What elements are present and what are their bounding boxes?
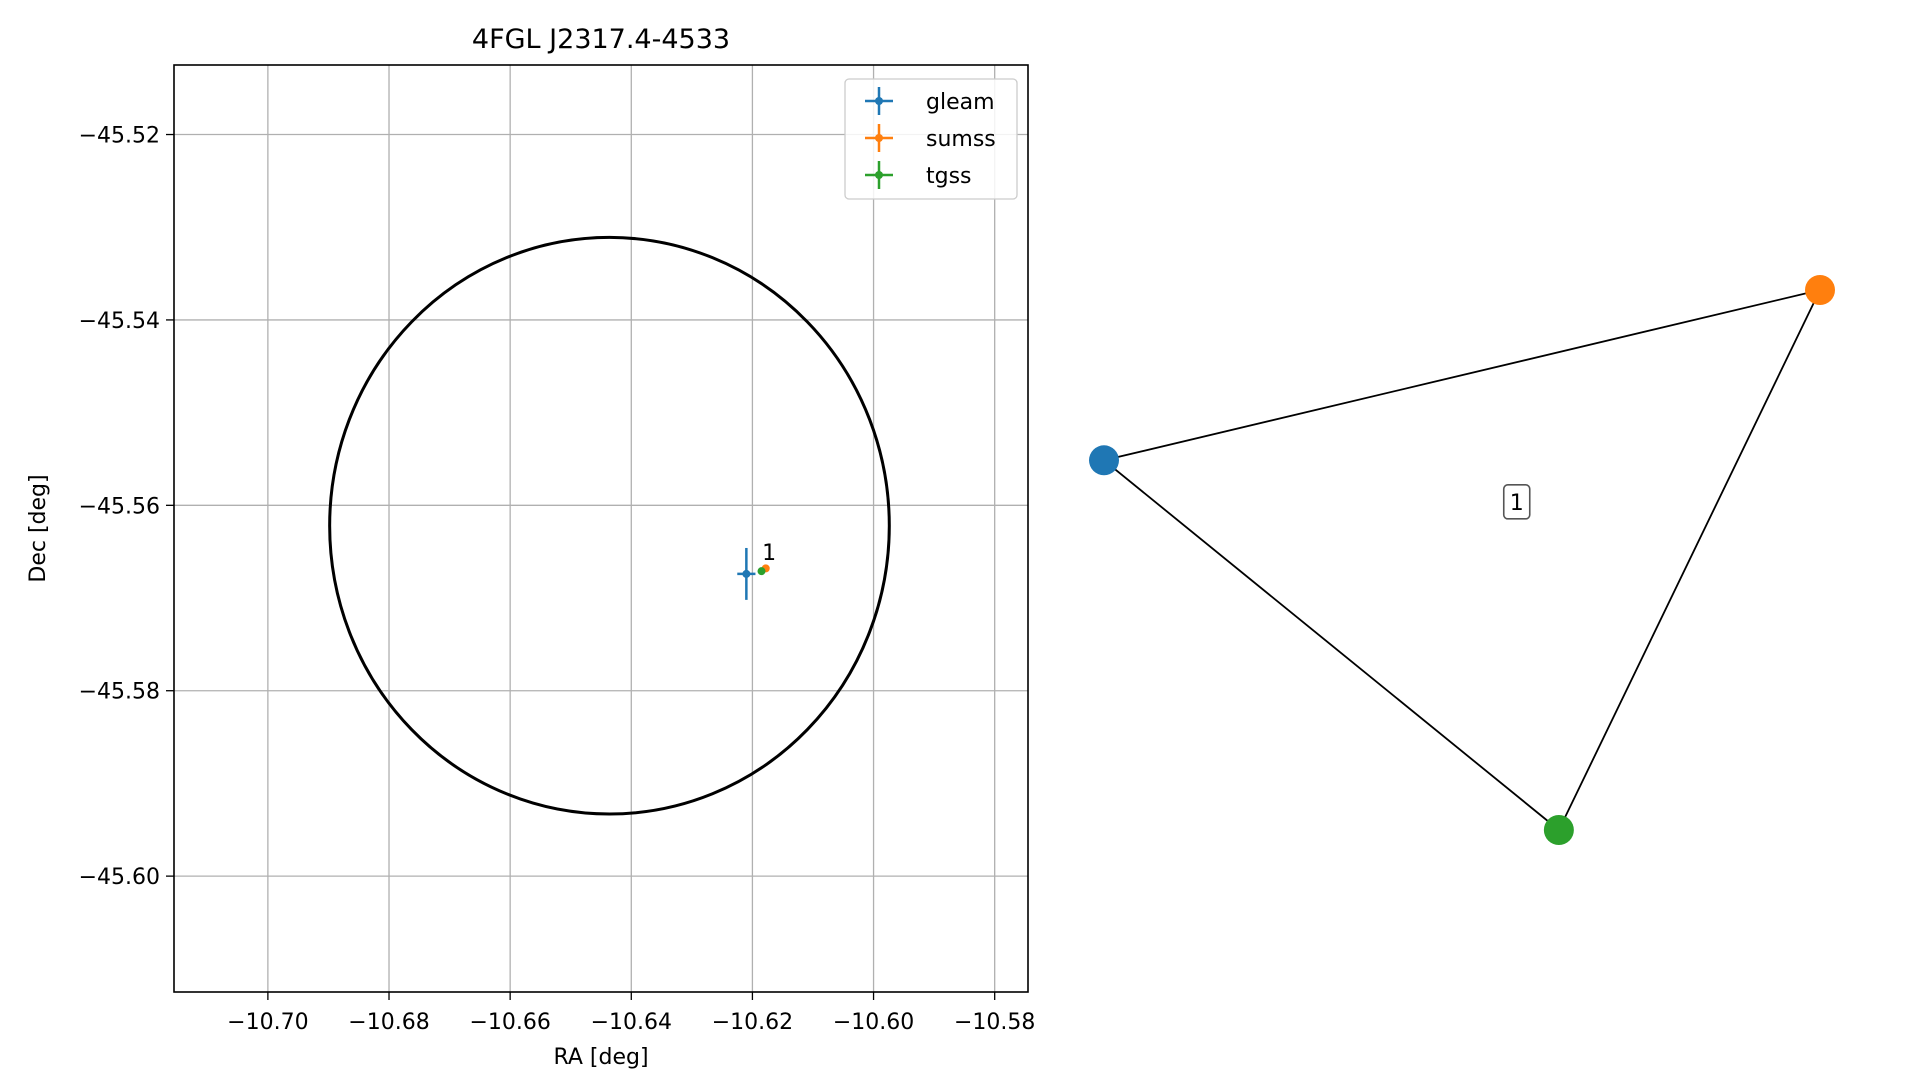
legend-marker <box>875 171 883 179</box>
y-tick-label: −45.58 <box>79 680 160 705</box>
point-marker <box>757 567 766 576</box>
y-axis-ticks: −45.52 −45.54 −45.56 −45.58 −45.60 <box>79 124 174 890</box>
legend-entry-gleam: gleam <box>865 87 995 115</box>
y-tick-label: −45.54 <box>79 309 160 334</box>
chart-title: 4FGL J2317.4-4533 <box>472 24 730 55</box>
grid-lines <box>174 65 1028 992</box>
edge-sumss-tgss <box>1558 289 1821 831</box>
legend-entry-tgss: tgss <box>865 161 972 189</box>
annotations: 1 <box>762 541 776 566</box>
x-axis-ticks: −10.70 −10.68 −10.66 −10.64 −10.62 −10.60 −10.… <box>227 992 1035 1035</box>
x-tick-label: −10.60 <box>833 1010 914 1035</box>
legend-entry-sumss: sumss <box>865 124 996 152</box>
node-tgss <box>1543 815 1574 845</box>
error-circle-ring <box>328 235 891 816</box>
point-marker <box>742 569 751 578</box>
y-tick-label: −45.60 <box>79 865 160 890</box>
network-label: 1 <box>1502 484 1531 520</box>
x-axis-label: RA [deg] <box>553 1045 648 1070</box>
data-points <box>737 547 770 600</box>
node-gleam <box>1089 445 1119 476</box>
point-annotation: 1 <box>762 541 776 566</box>
network-label-text: 1 <box>1510 491 1524 516</box>
x-tick-label: −10.58 <box>954 1010 1035 1035</box>
sky-plot: −10.70 −10.68 −10.66 −10.64 −10.62 −10.60 −10.… <box>26 24 1035 1070</box>
error-circle <box>328 235 891 816</box>
legend-box <box>844 78 1018 200</box>
x-tick-label: −10.66 <box>469 1010 550 1035</box>
x-tick-label: −10.70 <box>227 1010 308 1035</box>
legend-label: tgss <box>926 164 972 189</box>
edge-gleam-tgss <box>1103 459 1560 831</box>
legend-marker <box>875 97 883 105</box>
legend-label: sumss <box>926 127 996 152</box>
legend-marker <box>875 134 883 142</box>
network-edges <box>1103 289 1821 831</box>
legend: gleam sumss tgss <box>844 78 1018 200</box>
network-label-box <box>1502 484 1531 520</box>
edge-gleam-sumss <box>1103 289 1821 462</box>
node-sumss <box>1805 275 1835 305</box>
legend-label: gleam <box>926 90 995 115</box>
x-tick-label: −10.68 <box>348 1010 429 1035</box>
x-tick-label: −10.62 <box>712 1010 793 1035</box>
network-graph: 1 <box>1089 275 1835 845</box>
y-tick-label: −45.52 <box>79 124 160 149</box>
plot-frame <box>173 64 1029 993</box>
y-axis-label: Dec [deg] <box>26 474 51 582</box>
x-tick-label: −10.64 <box>591 1010 672 1035</box>
point-tgss <box>757 567 766 576</box>
network-nodes <box>1089 275 1835 845</box>
point-gleam <box>737 547 756 600</box>
y-tick-label: −45.56 <box>79 494 160 519</box>
